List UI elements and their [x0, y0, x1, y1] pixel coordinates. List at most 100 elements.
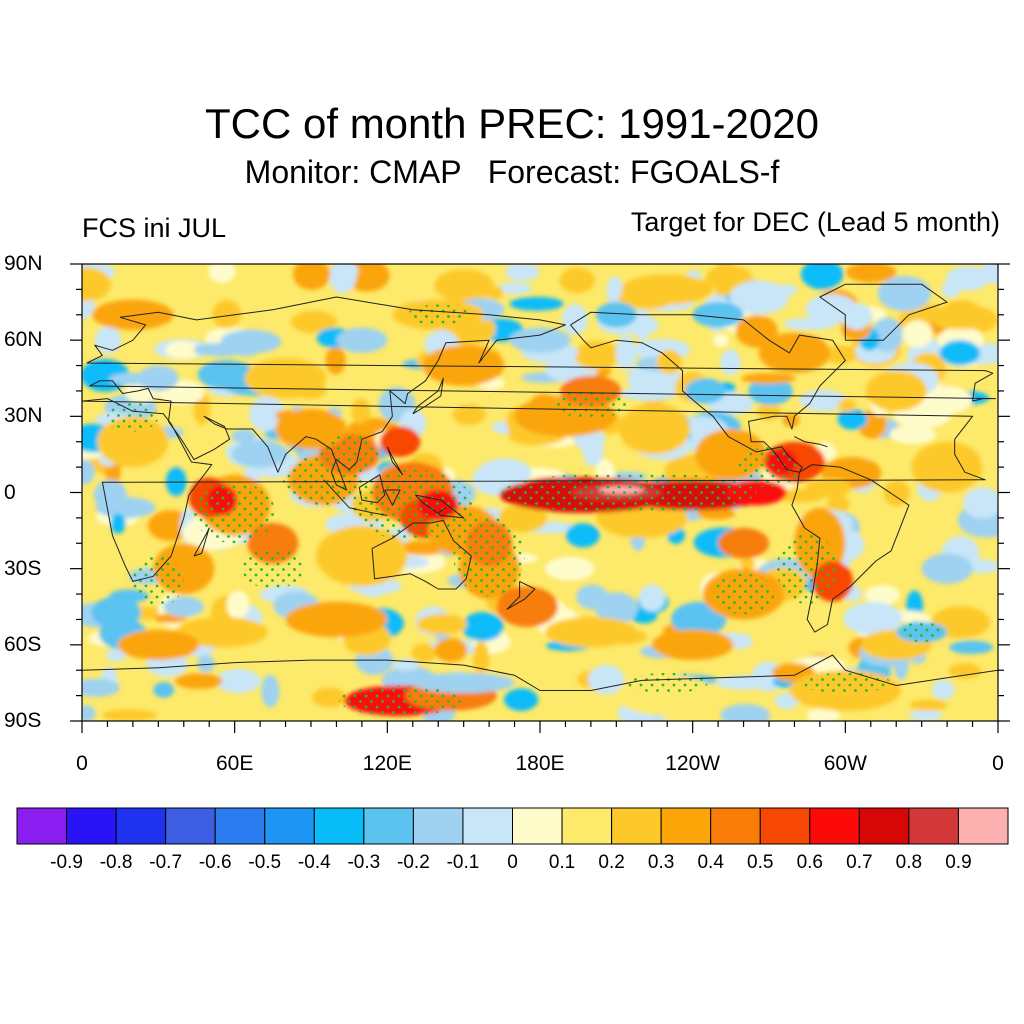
colorbar-label: 0.9 [945, 852, 972, 873]
correlation-patch [720, 704, 771, 721]
correlation-patch [908, 709, 943, 721]
colorbar-box [412, 807, 464, 845]
correlation-patch [615, 335, 637, 371]
correlation-patch [496, 282, 533, 295]
correlation-patch [945, 266, 990, 291]
correlation-patch [412, 672, 515, 694]
correlation-patch [82, 267, 111, 302]
coastline [437, 507, 447, 514]
significance-stippling [776, 533, 838, 605]
colorbar-box [809, 807, 860, 845]
correlation-patch [496, 586, 558, 628]
colorbar-box [611, 807, 662, 845]
significance-stippling [799, 672, 892, 694]
correlation-patch [422, 345, 505, 386]
correlation-patch [473, 641, 490, 675]
correlation-patch [509, 327, 571, 353]
map-field [82, 264, 998, 721]
correlation-patch [720, 349, 741, 376]
colorbar-box [115, 807, 167, 845]
correlation-patch [231, 440, 289, 468]
correlation-patch [735, 314, 778, 348]
colorbar-box [363, 807, 414, 845]
colorbar-box [165, 807, 216, 845]
correlation-patch [843, 601, 903, 635]
correlation-patch [841, 302, 873, 330]
correlation-patch [827, 494, 850, 513]
correlation-patch [715, 675, 772, 690]
coastline [414, 494, 465, 519]
correlation-patch [758, 332, 831, 374]
correlation-patch [176, 616, 268, 648]
correlation-patch [889, 425, 936, 444]
correlation-patch [193, 342, 249, 357]
coastline [791, 464, 910, 633]
correlation-patch [82, 459, 95, 485]
lon-tick-label: 180E [515, 752, 565, 775]
correlation-patch [582, 434, 604, 467]
colorbar-label: 0.5 [747, 852, 774, 873]
colorbar-box [462, 807, 514, 845]
colorbar-label: 0.2 [598, 852, 625, 873]
colorbar-label: -0.7 [149, 852, 183, 873]
coastline [384, 489, 401, 506]
correlation-patch [351, 398, 371, 424]
correlation-patch [685, 378, 726, 404]
correlation-patch [95, 497, 156, 519]
lat-tick-label: 60N [4, 328, 43, 352]
correlation-patch [434, 637, 468, 663]
coastline [86, 296, 996, 491]
coastline [371, 519, 472, 590]
significance-stippling [501, 472, 757, 513]
target-label: Target for DEC (Lead 5 month) [630, 207, 1000, 237]
correlation-patch [800, 264, 844, 290]
colorbar-label: 0.4 [697, 852, 724, 873]
colorbar-label: -0.6 [198, 852, 232, 873]
correlation-patch [91, 596, 141, 629]
correlation-patch [871, 317, 903, 353]
correlation-patch [197, 360, 256, 390]
significance-stippling [738, 446, 800, 488]
correlation-patch [574, 340, 620, 370]
significance-stippling [901, 621, 943, 643]
correlation-patch [565, 523, 600, 548]
colorbar-box [561, 807, 613, 845]
colorbar-label: -0.5 [248, 852, 282, 873]
correlation-patch [805, 477, 852, 498]
correlation-patch [293, 264, 331, 290]
significance-stippling [351, 469, 474, 541]
coastline [794, 436, 828, 448]
colorbar-label: 0.1 [548, 852, 576, 873]
correlation-patch [411, 643, 437, 663]
correlation-patch [909, 699, 948, 711]
coastline [323, 479, 388, 516]
correlation-patch [718, 528, 769, 559]
correlation-patch [82, 678, 120, 697]
correlation-patch [939, 340, 981, 366]
correlation-patch [651, 629, 734, 661]
correlation-patch [948, 663, 982, 679]
correlation-patch [741, 372, 796, 384]
correlation-patch [117, 629, 200, 661]
colorbar-label: 0 [507, 852, 518, 873]
correlation-patch [962, 487, 998, 519]
correlation-patch [505, 264, 540, 281]
chart-title: TCC of month PREC: 1991-2020 [205, 100, 819, 147]
significance-stippling [453, 515, 525, 597]
correlation-patch [379, 426, 421, 457]
correlation-patch [799, 389, 847, 412]
correlation-patch [215, 668, 261, 694]
correlation-patch [865, 370, 927, 412]
correlation-patch [883, 480, 910, 507]
correlation-patch [545, 616, 637, 648]
correlation-patch [931, 679, 955, 700]
correlation-patch [312, 687, 347, 708]
significance-stippling [407, 304, 469, 325]
correlation-patch [212, 300, 241, 329]
correlation-patch [864, 584, 900, 606]
colorbar-label: -0.1 [446, 852, 480, 873]
coastline [412, 377, 444, 415]
coastline [570, 311, 846, 473]
